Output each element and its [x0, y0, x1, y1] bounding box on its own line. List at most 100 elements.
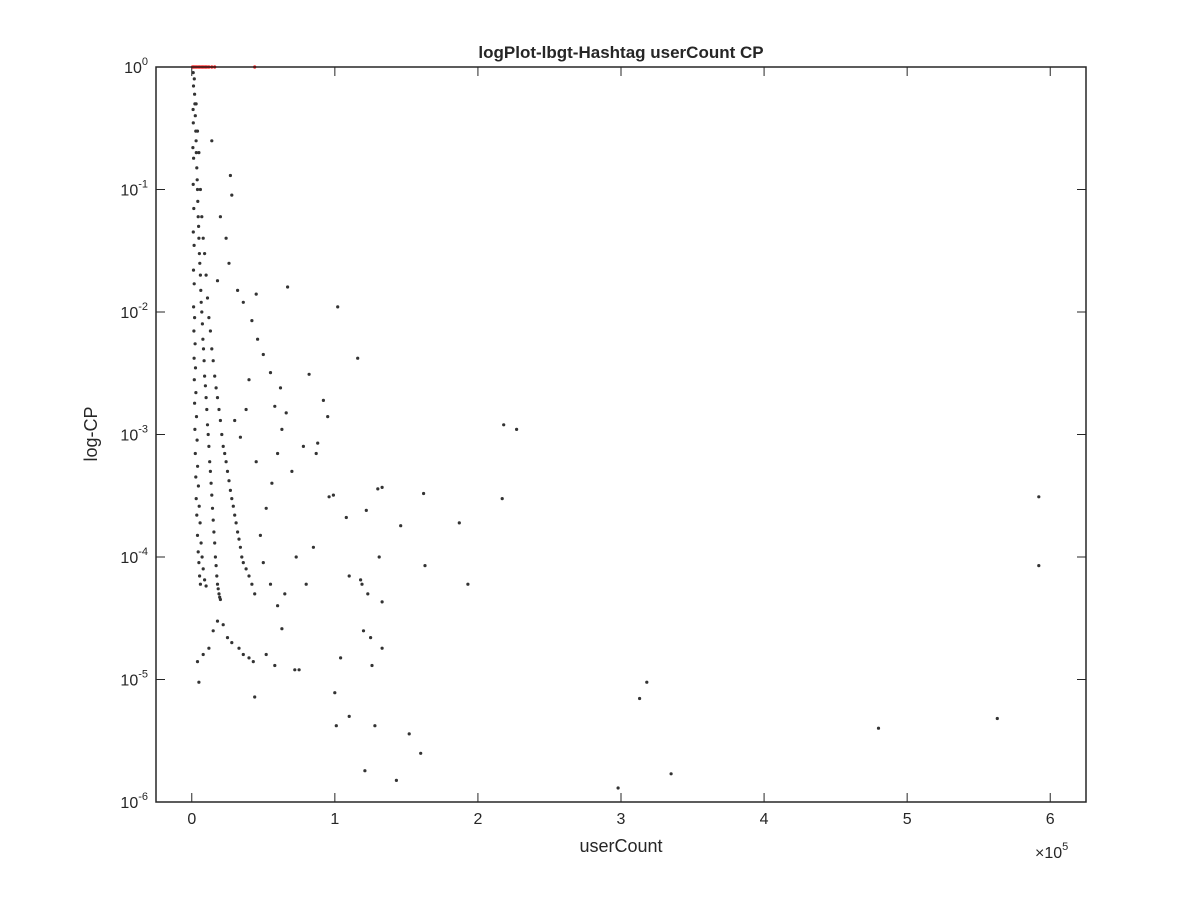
data-point	[876, 726, 881, 730]
data-point	[205, 423, 210, 427]
x-tick-label: 4	[760, 811, 769, 828]
data-point	[210, 347, 214, 351]
data-point	[192, 356, 196, 360]
data-point	[197, 561, 201, 565]
y-tick-label: 100	[124, 56, 148, 77]
data-point	[193, 114, 197, 118]
data-point	[198, 273, 202, 277]
data-point	[500, 497, 504, 501]
data-point	[254, 292, 258, 296]
data-point	[221, 623, 225, 627]
data-point	[344, 515, 348, 520]
data-point	[423, 564, 427, 568]
data-point	[198, 582, 202, 586]
data-point	[207, 444, 211, 448]
data-point	[284, 411, 288, 415]
data-point	[327, 495, 331, 499]
data-point	[502, 423, 506, 427]
data-point	[237, 646, 241, 650]
data-point	[422, 491, 426, 496]
data-point	[247, 574, 251, 578]
data-point	[254, 460, 258, 464]
data-point	[197, 236, 201, 240]
x-tick-label: 1	[330, 811, 339, 828]
data-point	[377, 555, 381, 559]
data-point	[294, 555, 298, 559]
data-point	[217, 407, 221, 412]
data-point	[193, 366, 198, 370]
data-point	[264, 652, 268, 657]
data-point	[311, 545, 315, 549]
data-point	[250, 582, 254, 586]
data-point	[280, 627, 284, 631]
data-point	[645, 680, 649, 684]
data-point	[230, 497, 234, 501]
data-point	[204, 396, 208, 400]
data-point	[366, 592, 370, 596]
data-point	[227, 261, 231, 265]
data-point	[304, 582, 308, 586]
data-point	[217, 592, 221, 596]
points-layer	[190, 65, 1041, 790]
data-point	[211, 629, 215, 633]
data-point	[361, 629, 366, 633]
data-point	[207, 316, 211, 320]
data-point	[191, 268, 196, 272]
data-point	[283, 592, 287, 596]
data-point	[380, 646, 384, 650]
data-point	[286, 285, 290, 289]
data-point	[326, 415, 330, 419]
y-tick-label: 10-3	[120, 424, 148, 445]
data-point	[268, 582, 273, 586]
data-point	[193, 342, 197, 346]
data-point	[191, 146, 195, 150]
data-point	[196, 215, 200, 219]
data-point	[213, 374, 217, 378]
data-point	[336, 305, 340, 309]
data-point	[199, 300, 203, 304]
data-point	[204, 273, 208, 277]
data-point	[457, 521, 461, 525]
data-point	[203, 384, 207, 388]
data-point	[314, 451, 318, 456]
data-point	[191, 107, 195, 112]
data-point	[370, 663, 374, 668]
data-point	[192, 305, 196, 309]
data-point	[369, 636, 373, 640]
data-point	[215, 582, 220, 586]
data-point	[197, 224, 201, 228]
data-point	[347, 714, 351, 719]
data-point	[198, 574, 202, 578]
data-point	[399, 524, 403, 528]
data-point	[195, 129, 200, 133]
data-point	[191, 71, 195, 75]
data-point	[244, 567, 248, 571]
data-point	[192, 206, 196, 211]
data-point	[218, 215, 222, 219]
data-point	[364, 508, 368, 512]
data-point	[616, 786, 620, 790]
data-point	[202, 359, 206, 363]
data-point	[290, 469, 294, 473]
data-point	[212, 530, 216, 534]
data-point	[211, 518, 215, 522]
data-point	[278, 386, 283, 390]
data-point	[264, 506, 268, 510]
data-point	[638, 696, 642, 701]
data-point	[373, 724, 377, 728]
y-axis-label: log-CP	[81, 406, 101, 461]
data-point	[333, 691, 337, 695]
data-point	[194, 475, 198, 479]
data-point	[234, 521, 238, 525]
data-point	[669, 772, 673, 776]
data-point	[194, 102, 198, 106]
data-point	[194, 391, 198, 395]
data-point	[241, 652, 245, 657]
data-point	[276, 451, 280, 456]
data-point	[293, 668, 297, 672]
data-point	[196, 484, 200, 488]
data-point	[191, 121, 195, 125]
data-point	[195, 178, 199, 182]
data-point	[200, 215, 204, 219]
data-point	[233, 513, 237, 517]
